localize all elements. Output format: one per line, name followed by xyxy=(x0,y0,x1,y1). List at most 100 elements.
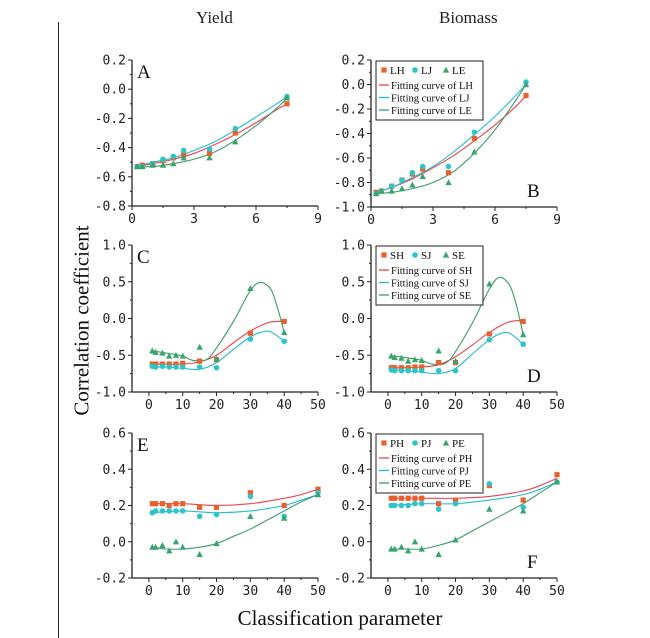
data-point-pe xyxy=(314,491,322,498)
data-point-pe xyxy=(196,551,203,558)
data-point-sj xyxy=(159,363,166,370)
data-point-lh xyxy=(471,135,477,141)
y-tick-label: 0.0 xyxy=(342,78,365,93)
data-point-ph xyxy=(247,490,253,496)
data-point-pe xyxy=(435,551,442,558)
legend-marker-pe xyxy=(442,439,450,446)
data-point-pj xyxy=(166,508,172,514)
legend-label-pe: PE xyxy=(452,438,465,450)
fitting-curve-pe xyxy=(152,494,319,550)
x-tick-label: 6 xyxy=(252,212,260,227)
data-point-sh xyxy=(180,360,186,366)
data-point-lh xyxy=(284,101,290,107)
data-point-pj xyxy=(405,502,412,509)
data-point-se xyxy=(452,357,459,364)
data-point-ph xyxy=(149,501,155,507)
series-sj xyxy=(149,336,287,371)
panel-label-d: D xyxy=(527,366,541,387)
x-tick-label: 30 xyxy=(482,584,498,599)
data-point-sh xyxy=(166,361,172,367)
data-point-sj xyxy=(391,367,398,374)
data-point-pe xyxy=(166,547,173,554)
data-point-se xyxy=(166,352,173,359)
y-tick-label: 0.0 xyxy=(342,535,365,550)
data-point-pj xyxy=(213,511,220,518)
data-point-lh xyxy=(232,130,238,136)
y-tick-label: -1.0 xyxy=(334,386,365,401)
data-point-pe xyxy=(452,536,459,543)
data-point-le xyxy=(471,148,478,155)
data-point-lj xyxy=(170,153,177,160)
column-title-yield: Yield xyxy=(196,8,233,27)
y-tick-label: -0.2 xyxy=(95,112,126,127)
data-point-lj xyxy=(445,163,452,170)
x-tick-label: 50 xyxy=(549,584,565,599)
y-tick-label: -0.2 xyxy=(334,103,365,118)
data-point-sh xyxy=(520,318,526,325)
legend-label-pj: PJ xyxy=(421,438,432,450)
data-point-ph xyxy=(281,502,287,509)
y-tick-label: 1.0 xyxy=(342,239,365,254)
data-point-le xyxy=(388,187,395,194)
data-point-lh xyxy=(523,92,529,99)
data-point-pe xyxy=(391,545,398,552)
legend-line-label: Fitting curve of SE xyxy=(391,291,471,302)
data-point-se xyxy=(398,354,405,361)
y-tick-label: -1.0 xyxy=(334,201,365,216)
panel-label-f: F xyxy=(527,552,538,573)
data-point-le xyxy=(522,81,530,88)
data-point-sh xyxy=(405,365,411,371)
y-tick-label: 0.5 xyxy=(342,275,365,290)
data-point-sj xyxy=(520,341,526,348)
legend-line-label: Fitting curve of PJ xyxy=(391,467,469,478)
x-tick-label: 30 xyxy=(482,398,498,413)
data-point-sj xyxy=(247,336,254,342)
data-point-pe xyxy=(280,514,288,521)
x-tick-label: 30 xyxy=(243,398,259,413)
data-point-pe xyxy=(418,545,425,552)
data-point-ph xyxy=(436,501,442,507)
x-tick-label: 20 xyxy=(209,398,225,413)
data-point-lj xyxy=(160,156,166,163)
data-point-sh xyxy=(398,365,405,371)
legend-box xyxy=(375,433,484,494)
x-axis-label: Classification parameter xyxy=(237,606,443,630)
y-tick-label: 0.2 xyxy=(103,499,126,514)
legend-marker-le xyxy=(442,66,450,73)
data-point-sh xyxy=(419,364,425,370)
data-point-le xyxy=(398,185,406,192)
data-point-pe xyxy=(398,543,405,550)
data-point-pj xyxy=(452,500,459,507)
x-tick-label: 10 xyxy=(414,584,430,599)
data-point-ph xyxy=(388,495,394,501)
data-point-ph xyxy=(315,486,321,492)
data-point-sh xyxy=(247,330,253,336)
data-point-ph xyxy=(554,472,560,478)
y-tick-label: -0.5 xyxy=(95,349,126,364)
legend-label-sh: SH xyxy=(390,250,404,262)
legend: SH SJ SE Fitting curve of SH Fitting curve o… xyxy=(375,245,484,306)
y-tick-label: 0.6 xyxy=(103,427,126,442)
data-point-lj xyxy=(409,169,416,176)
x-tick-label: 50 xyxy=(310,584,326,599)
data-point-pj xyxy=(247,493,254,500)
data-point-se xyxy=(172,351,180,358)
data-point-pj xyxy=(486,480,493,487)
legend-marker-sh xyxy=(381,252,387,258)
data-point-se xyxy=(519,331,527,338)
data-point-le xyxy=(372,190,380,197)
data-point-sj xyxy=(412,367,418,374)
legend-box xyxy=(375,245,484,306)
data-point-lj xyxy=(471,129,478,136)
y-tick-label: 0.0 xyxy=(103,83,126,98)
x-tick-label: 50 xyxy=(549,398,565,413)
y-tick-label: 0.0 xyxy=(103,535,126,550)
legend-line-label: Fitting curve of LJ xyxy=(391,94,469,105)
data-point-le xyxy=(206,154,213,161)
data-point-le xyxy=(159,161,167,168)
x-tick-label: 10 xyxy=(175,398,191,413)
x-tick-label: 10 xyxy=(414,398,430,413)
data-point-le xyxy=(139,163,146,170)
data-point-sh xyxy=(486,331,492,337)
x-tick-label: 40 xyxy=(276,398,292,413)
